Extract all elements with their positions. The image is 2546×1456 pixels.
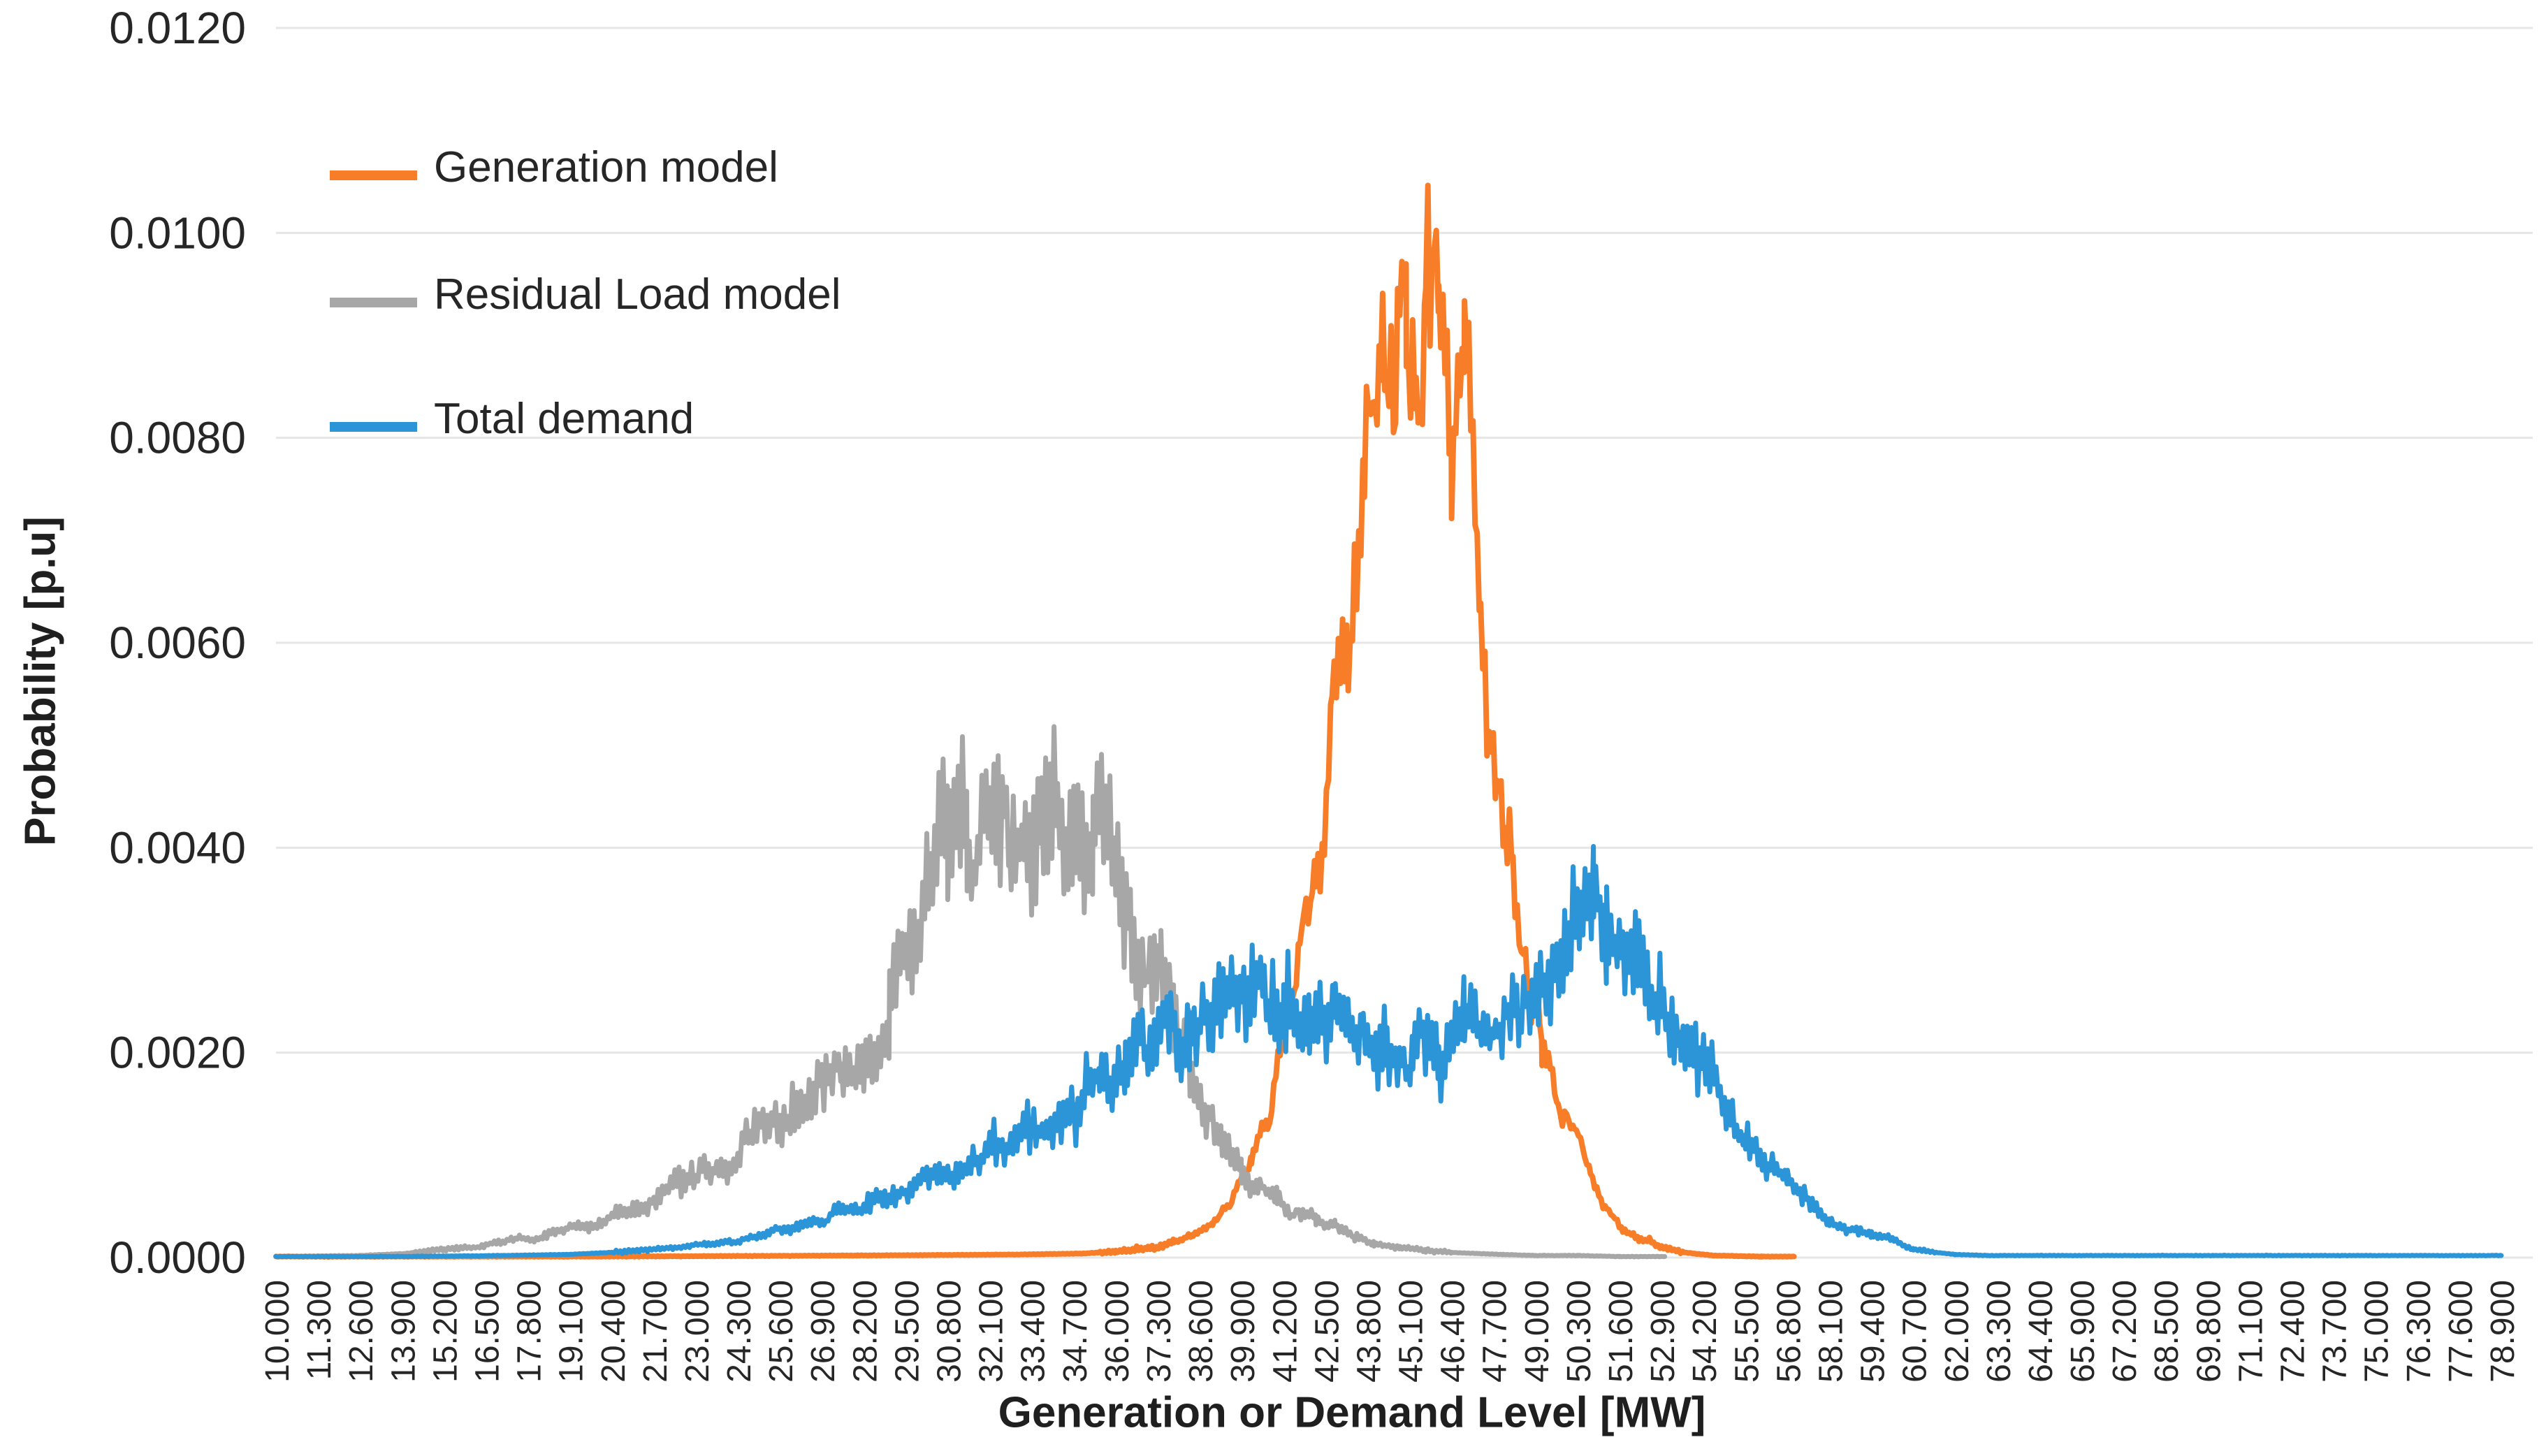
x-tick-label: 34.700 [1057,1280,1094,1383]
x-tick-label: 55.500 [1729,1280,1766,1383]
x-tick-label: 71.100 [2232,1280,2269,1383]
x-tick-label: 12.600 [343,1280,380,1383]
x-tick-label: 49.000 [1519,1280,1556,1383]
x-tick-label: 65.900 [2065,1280,2102,1383]
x-tick-label: 16.500 [469,1280,506,1383]
x-tick-label: 21.700 [637,1280,674,1383]
series-line-total-demand [273,844,2504,1260]
legend-item-generation-model: Generation model [330,140,778,196]
x-tick-label: 41.200 [1267,1280,1304,1383]
x-tick-label: 68.500 [2148,1280,2185,1383]
x-tick-label: 33.400 [1015,1280,1052,1383]
x-tick-label: 20.400 [595,1280,632,1383]
y-tick-label: 0.0080 [109,413,246,463]
x-tick-label: 60.700 [1897,1280,1934,1383]
x-tick-label: 28.200 [847,1280,884,1383]
x-tick-label: 75.000 [2359,1280,2396,1383]
x-tick-label: 15.200 [427,1280,464,1383]
x-tick-labels: 10.000 11.300 12.600 13.900 15.200 16.500 17.8… [259,1280,2522,1383]
y-tick-labels: 0.0000 0.0020 0.0040 0.0060 0.0080 0.0100 0.01… [109,3,246,1283]
gridlines [276,27,2533,1259]
x-tick-label: 76.300 [2401,1280,2438,1383]
x-tick-label: 67.200 [2107,1280,2144,1383]
legend-swatch-residual-load-model [330,298,417,307]
x-tick-label: 10.000 [259,1280,296,1383]
x-tick-label: 59.400 [1855,1280,1892,1383]
x-tick-label: 39.900 [1225,1280,1262,1383]
x-tick-label: 37.300 [1141,1280,1178,1383]
x-tick-label: 69.800 [2190,1280,2227,1383]
x-tick-label: 19.100 [553,1280,590,1383]
x-tick-label: 47.700 [1477,1280,1514,1383]
x-tick-label: 56.800 [1770,1280,1807,1383]
x-tick-label: 26.900 [805,1280,842,1383]
x-tick-label: 11.300 [301,1280,338,1380]
y-tick-label: 0.0060 [109,618,246,668]
x-tick-label: 30.800 [931,1280,968,1383]
x-tick-label: 17.800 [511,1280,548,1383]
x-tick-label: 50.300 [1561,1280,1598,1383]
x-tick-label: 73.700 [2317,1280,2354,1383]
x-tick-label: 32.100 [973,1280,1010,1383]
legend-swatch-total-demand [330,422,417,432]
x-tick-label: 25.600 [763,1280,800,1383]
y-tick-label: 0.0120 [109,3,246,53]
x-tick-label: 62.000 [1939,1280,1976,1383]
y-tick-label: 0.0000 [109,1232,246,1283]
x-axis-title: Generation or Demand Level [MW] [998,1388,1706,1437]
x-tick-label: 45.100 [1393,1280,1430,1383]
x-tick-label: 64.400 [2023,1280,2060,1383]
x-tick-label: 42.500 [1309,1280,1346,1383]
x-tick-label: 29.500 [889,1280,926,1383]
legend-label-generation-model: Generation model [434,143,778,191]
x-tick-label: 58.100 [1812,1280,1849,1383]
x-tick-label: 36.000 [1099,1280,1136,1383]
y-tick-label: 0.0040 [109,822,246,873]
legend-label-total-demand: Total demand [434,395,694,443]
x-tick-label: 38.600 [1183,1280,1220,1383]
x-tick-label: 54.200 [1687,1280,1724,1383]
y-tick-label: 0.0020 [109,1028,246,1078]
x-tick-label: 46.400 [1435,1280,1472,1383]
x-tick-label: 43.800 [1351,1280,1388,1383]
x-tick-label: 51.600 [1603,1280,1640,1383]
legend-label-residual-load-model: Residual Load model [434,270,841,319]
legend-swatch-generation-model [330,170,417,180]
legend-item-total-demand: Total demand [330,391,694,447]
x-tick-label: 63.300 [1981,1280,2018,1383]
y-tick-label: 0.0100 [109,208,246,258]
x-tick-label: 78.900 [2485,1280,2522,1383]
series-line-generation-model [273,182,1797,1260]
y-axis-title: Probability [p.u] [16,516,65,846]
x-tick-label: 72.400 [2275,1280,2312,1383]
x-tick-label: 77.600 [2443,1280,2480,1383]
x-tick-label: 24.300 [721,1280,758,1383]
x-tick-label: 23.000 [679,1280,716,1383]
x-tick-label: 52.900 [1645,1280,1682,1383]
x-tick-label: 13.900 [385,1280,422,1383]
legend-item-residual-load-model: Residual Load model [330,267,841,323]
series-line-residual-load-model [273,724,1668,1260]
